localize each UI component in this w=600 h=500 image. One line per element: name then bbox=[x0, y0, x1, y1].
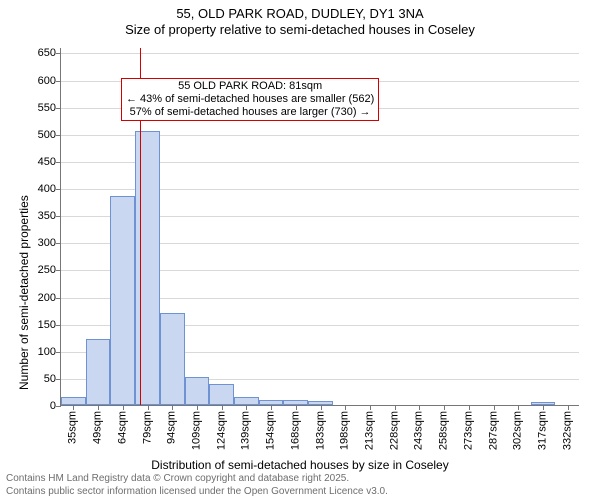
chart-plot-area: 0501001502002503003504004505005506006503… bbox=[60, 48, 579, 406]
xtick-mark bbox=[419, 405, 420, 410]
xtick-label: 94sqm bbox=[166, 411, 178, 444]
xtick-mark bbox=[296, 405, 297, 410]
ytick-label: 300 bbox=[38, 237, 61, 249]
xtick-label: 139sqm bbox=[240, 411, 252, 450]
x-axis-title: Distribution of semi-detached houses by … bbox=[0, 458, 600, 472]
xtick-label: 332sqm bbox=[561, 411, 573, 450]
y-axis-title: Number of semi-detached properties bbox=[17, 195, 31, 390]
chart-plot-inner: 0501001502002503003504004505005506006503… bbox=[60, 48, 579, 406]
annotation-line1: 55 OLD PARK ROAD: 81sqm bbox=[126, 80, 374, 93]
annotation-box: 55 OLD PARK ROAD: 81sqm← 43% of semi-det… bbox=[121, 78, 379, 121]
ytick-label: 100 bbox=[38, 346, 61, 358]
xtick-mark bbox=[123, 405, 124, 410]
xtick-mark bbox=[246, 405, 247, 410]
xtick-label: 287sqm bbox=[487, 411, 499, 450]
xtick-mark bbox=[395, 405, 396, 410]
attribution-line1: Contains HM Land Registry data © Crown c… bbox=[6, 473, 388, 486]
ytick-label: 650 bbox=[38, 47, 61, 59]
xtick-label: 302sqm bbox=[512, 411, 524, 450]
xtick-label: 213sqm bbox=[363, 411, 375, 450]
xtick-mark bbox=[370, 405, 371, 410]
xtick-label: 198sqm bbox=[339, 411, 351, 450]
ytick-label: 400 bbox=[38, 183, 61, 195]
ytick-label: 450 bbox=[38, 156, 61, 168]
ytick-label: 350 bbox=[38, 210, 61, 222]
xtick-mark bbox=[271, 405, 272, 410]
ytick-label: 50 bbox=[44, 373, 61, 385]
xtick-label: 35sqm bbox=[67, 411, 79, 444]
xtick-label: 228sqm bbox=[388, 411, 400, 450]
ytick-label: 550 bbox=[38, 102, 61, 114]
xtick-mark bbox=[222, 405, 223, 410]
bar bbox=[185, 377, 210, 405]
xtick-mark bbox=[494, 405, 495, 410]
xtick-mark bbox=[469, 405, 470, 410]
bar bbox=[234, 397, 259, 405]
xtick-label: 49sqm bbox=[91, 411, 103, 444]
xtick-label: 109sqm bbox=[190, 411, 202, 450]
ytick-label: 200 bbox=[38, 292, 61, 304]
xtick-mark bbox=[172, 405, 173, 410]
xtick-mark bbox=[518, 405, 519, 410]
xtick-label: 79sqm bbox=[141, 411, 153, 444]
xtick-label: 64sqm bbox=[116, 411, 128, 444]
xtick-mark bbox=[98, 405, 99, 410]
ytick-label: 0 bbox=[50, 400, 61, 412]
bar bbox=[160, 313, 185, 405]
xtick-mark bbox=[73, 405, 74, 410]
ytick-label: 250 bbox=[38, 264, 61, 276]
xtick-label: 183sqm bbox=[314, 411, 326, 450]
bar bbox=[209, 384, 234, 405]
xtick-mark bbox=[321, 405, 322, 410]
xtick-mark bbox=[148, 405, 149, 410]
chart-title-line1: 55, OLD PARK ROAD, DUDLEY, DY1 3NA bbox=[0, 6, 600, 22]
ytick-label: 150 bbox=[38, 319, 61, 331]
xtick-mark bbox=[345, 405, 346, 410]
xtick-label: 317sqm bbox=[536, 411, 548, 450]
xtick-label: 124sqm bbox=[215, 411, 227, 450]
xtick-mark bbox=[568, 405, 569, 410]
bar bbox=[61, 397, 86, 405]
xtick-label: 168sqm bbox=[289, 411, 301, 450]
chart-title-line2: Size of property relative to semi-detach… bbox=[0, 22, 600, 38]
xtick-mark bbox=[197, 405, 198, 410]
xtick-mark bbox=[444, 405, 445, 410]
chart-title: 55, OLD PARK ROAD, DUDLEY, DY1 3NA Size … bbox=[0, 6, 600, 39]
ytick-label: 500 bbox=[38, 129, 61, 141]
xtick-mark bbox=[543, 405, 544, 410]
attribution: Contains HM Land Registry data © Crown c… bbox=[0, 473, 388, 498]
xtick-label: 273sqm bbox=[462, 411, 474, 450]
annotation-line2: ← 43% of semi-detached houses are smalle… bbox=[126, 93, 374, 106]
xtick-label: 154sqm bbox=[264, 411, 276, 450]
xtick-label: 243sqm bbox=[413, 411, 425, 450]
ytick-label: 600 bbox=[38, 75, 61, 87]
bar bbox=[110, 196, 135, 405]
xtick-label: 258sqm bbox=[437, 411, 449, 450]
bar bbox=[86, 339, 111, 405]
attribution-line2: Contains public sector information licen… bbox=[6, 486, 388, 499]
annotation-line3: 57% of semi-detached houses are larger (… bbox=[126, 106, 374, 119]
